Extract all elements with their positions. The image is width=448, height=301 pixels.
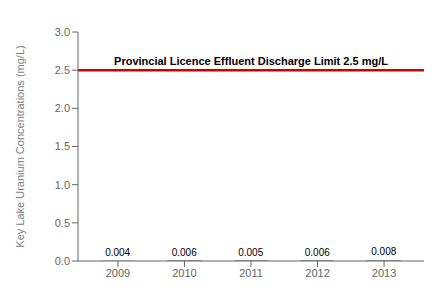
svg-text:Provincial Licence Effluent Di: Provincial Licence Effluent Discharge Li… (114, 55, 388, 67)
svg-text:0.005: 0.005 (238, 247, 263, 258)
svg-text:2011: 2011 (239, 267, 263, 279)
svg-text:2.5: 2.5 (55, 64, 70, 76)
svg-text:0.006: 0.006 (172, 247, 197, 258)
svg-text:0.0: 0.0 (55, 255, 70, 267)
svg-text:2013: 2013 (372, 267, 396, 279)
svg-text:0.004: 0.004 (105, 247, 130, 258)
svg-text:1.0: 1.0 (55, 179, 70, 191)
svg-text:Key Lake Uranium Concentration: Key Lake Uranium Concentrations (mg/L) (14, 45, 26, 247)
svg-text:0.5: 0.5 (55, 217, 70, 229)
svg-text:1.5: 1.5 (55, 140, 70, 152)
svg-text:2012: 2012 (305, 267, 329, 279)
svg-text:0.008: 0.008 (371, 246, 396, 257)
svg-text:2010: 2010 (172, 267, 196, 279)
svg-text:3.0: 3.0 (55, 26, 70, 38)
svg-text:2009: 2009 (106, 267, 130, 279)
svg-text:0.006: 0.006 (305, 247, 330, 258)
svg-text:2.0: 2.0 (55, 102, 70, 114)
